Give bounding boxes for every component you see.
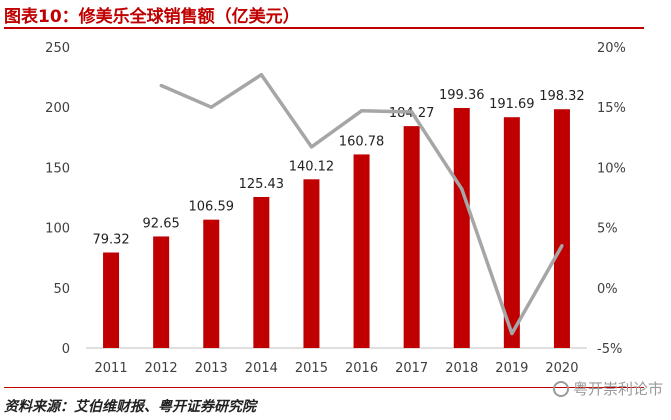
bar-2012 <box>153 236 170 348</box>
bar-value-label: 198.32 <box>539 89 585 104</box>
bar-2016 <box>353 154 370 348</box>
bar-2019 <box>503 117 520 349</box>
watermark: 粤开崇利论市 <box>552 378 663 399</box>
x-tick-label: 2020 <box>545 361 578 376</box>
x-tick-label: 2019 <box>495 361 528 376</box>
y-left-tick-label: 0 <box>62 342 70 357</box>
title-divider <box>4 27 644 29</box>
bar-2017 <box>403 126 420 349</box>
x-tick-label: 2011 <box>95 361 128 376</box>
y-right-tick-label: 15% <box>597 101 626 116</box>
bar-value-label: 160.78 <box>339 134 385 149</box>
bar-2013 <box>203 219 220 348</box>
x-tick-label: 2013 <box>195 361 228 376</box>
growth-point-2016 <box>359 109 364 113</box>
bar-value-label: 191.69 <box>489 97 535 112</box>
bar-value-label: 106.59 <box>189 200 235 215</box>
bar-value-label: 79.32 <box>92 232 129 247</box>
y-right-tick-label: 20% <box>597 41 626 56</box>
y-left-tick-label: 50 <box>53 282 70 297</box>
x-tick-label: 2018 <box>445 361 478 376</box>
bar-2020 <box>553 109 570 348</box>
x-tick-label: 2016 <box>345 361 378 376</box>
bar-2011 <box>103 252 120 348</box>
bar-2015 <box>303 179 320 348</box>
growth-point-2015 <box>309 145 314 149</box>
growth-point-2018 <box>460 187 464 191</box>
source-note: 资料来源：艾伯维财报、粤开证券研究院 <box>4 399 256 415</box>
growth-point-2020 <box>560 244 564 248</box>
growth-point-2017 <box>410 110 414 114</box>
watermark-text: 粤开崇利论市 <box>572 380 663 398</box>
y-right-tick-label: 5% <box>597 222 618 237</box>
x-tick-label: 2014 <box>245 361 278 376</box>
bar-value-label: 199.36 <box>439 88 485 103</box>
y-right-tick-label: -5% <box>597 342 622 357</box>
growth-point-2012 <box>159 83 163 88</box>
bar-2014 <box>253 196 270 348</box>
bar-value-label: 92.65 <box>143 216 180 231</box>
y-left-tick-label: 250 <box>45 41 70 56</box>
x-tick-label: 2017 <box>395 361 428 376</box>
y-right-tick-label: 0% <box>597 282 618 297</box>
bar-value-label: 140.12 <box>289 159 335 174</box>
bar-2018 <box>453 107 470 349</box>
bar-value-label: 125.43 <box>239 177 285 192</box>
y-right-tick-label: 10% <box>597 161 626 176</box>
growth-point-2013 <box>209 105 213 109</box>
footer-divider <box>4 387 644 388</box>
growth-point-2019 <box>510 331 514 336</box>
x-tick-label: 2012 <box>145 361 178 376</box>
y-left-tick-label: 150 <box>45 161 70 176</box>
chart-title: 图表10：修美乐全球销售额（亿美元） <box>4 7 300 27</box>
x-tick-label: 2015 <box>295 361 328 376</box>
y-left-tick-label: 100 <box>45 222 70 237</box>
growth-point-2014 <box>259 73 263 77</box>
y-left-tick-label: 200 <box>45 101 70 116</box>
wechat-icon <box>552 380 569 397</box>
